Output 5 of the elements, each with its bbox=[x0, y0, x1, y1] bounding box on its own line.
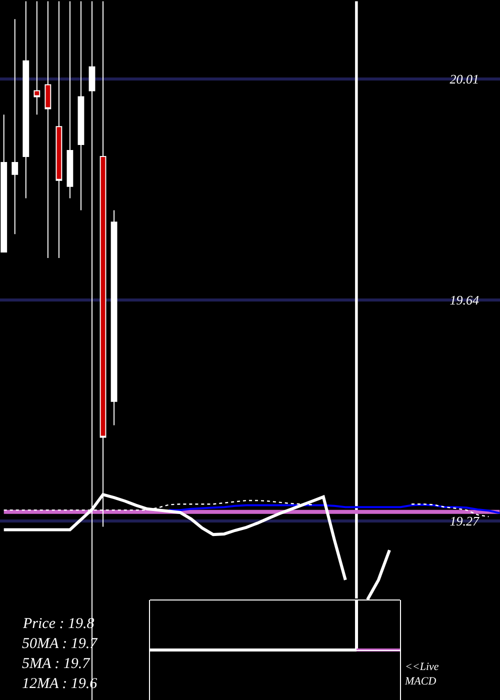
y-tick-label: 19.64 bbox=[450, 292, 480, 308]
y-tick-label: 20.01 bbox=[450, 71, 479, 86]
annotation: <<Live MACD bbox=[404, 661, 439, 688]
y-tick-label: 19.27 bbox=[450, 513, 480, 528]
annotation: 5MA : 19.7 bbox=[22, 656, 92, 672]
